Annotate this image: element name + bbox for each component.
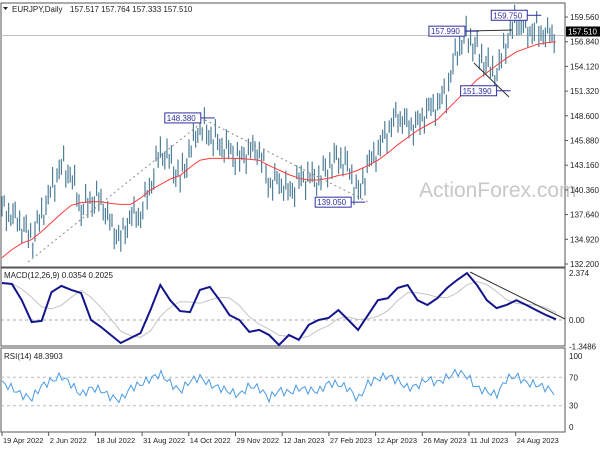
date-label: 12 Jan 2023 <box>283 436 324 445</box>
rsi-tick-label: 100 <box>569 352 583 361</box>
price-tick-label: 148.600 <box>570 112 599 121</box>
price-tick-label: 154.120 <box>570 62 599 71</box>
price-panel <box>0 2 566 268</box>
price-tick-label: 134.920 <box>570 235 599 244</box>
price-tick-label: 143.160 <box>570 161 599 170</box>
annotation-label: 151.390 <box>463 87 492 96</box>
watermark: ActionForex.com <box>419 179 577 202</box>
date-label: 18 Jul 2022 <box>96 436 135 445</box>
annotation-label: 159.750 <box>493 11 522 20</box>
rsi-tick-label: 70 <box>569 373 578 382</box>
price-tick-label: 140.360 <box>570 186 599 195</box>
price-tick-label: 132.200 <box>570 260 599 269</box>
date-label: 27 Feb 2023 <box>330 436 372 445</box>
date-label: 26 May 2023 <box>423 436 466 445</box>
symbol-label: EURJPY,Daily <box>12 5 63 14</box>
rsi-tick-label: 30 <box>569 402 578 411</box>
date-label: 11 Jul 2023 <box>470 436 508 445</box>
annotation-box <box>314 196 352 208</box>
moving-average-line <box>1 41 557 259</box>
rsi-tick-label: 0 <box>569 423 574 432</box>
annotation-box <box>490 9 528 21</box>
rsi-title: RSI(14) 48.3903 <box>4 352 63 361</box>
annotation-box <box>460 85 498 97</box>
price-tick-label: 151.320 <box>570 87 599 96</box>
price-tick-label: 137.640 <box>570 211 599 220</box>
price-tick-label: 156.840 <box>570 38 599 47</box>
price-tick-label: 159.560 <box>570 13 599 22</box>
annotation-label: 157.990 <box>431 27 460 36</box>
date-label: 2 Jun 2022 <box>50 436 87 445</box>
falling-trendline <box>473 62 510 98</box>
macd-tick-label: 2.374 <box>569 269 590 278</box>
macd-tick-label: -1.3486 <box>569 343 597 352</box>
macd-trendline <box>469 271 566 320</box>
macd-title: MACD(12,26,9) 0.0354 0.2025 <box>4 271 114 280</box>
date-label: 24 Aug 2023 <box>517 436 559 445</box>
macd-panel <box>0 267 566 347</box>
ohlc-values: 157.517 157.764 157.333 157.510 <box>70 5 193 14</box>
macd-tick-label: 0.00 <box>569 316 585 325</box>
date-label: 31 Aug 2022 <box>143 436 185 445</box>
price-tick-label: 145.880 <box>570 137 599 146</box>
dropdown-triangle-icon[interactable] <box>3 7 8 10</box>
current-price-label: 157.510 <box>568 28 597 37</box>
annotation-label: 139.050 <box>317 198 346 207</box>
current-price-box <box>566 26 600 37</box>
rsi-line <box>1 368 555 404</box>
annotation-box <box>164 112 202 124</box>
annotation-label: 148.380 <box>167 114 196 123</box>
macd-signal-line <box>1 280 557 340</box>
date-label: 29 Nov 2022 <box>237 436 280 445</box>
rsi-panel <box>0 347 566 433</box>
annotation-box <box>428 25 466 37</box>
macd-line <box>1 271 557 347</box>
downtrend-dashed-line <box>204 119 369 203</box>
date-label: 12 Apr 2023 <box>377 436 417 445</box>
date-label: 19 Apr 2022 <box>3 436 43 445</box>
date-label: 14 Oct 2022 <box>190 436 231 445</box>
